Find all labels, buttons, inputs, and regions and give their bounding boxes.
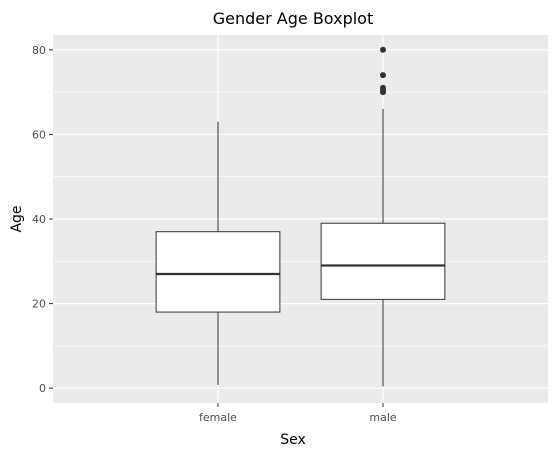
iqr-box [320, 222, 446, 300]
x-axis-title: Sex [280, 432, 306, 448]
outlier-point [380, 84, 386, 91]
y-tick-label: 40 [32, 213, 46, 226]
outlier-point [380, 46, 386, 53]
y-tick-label: 20 [32, 298, 46, 311]
y-tick-label: 60 [32, 128, 46, 141]
minor-gridlines [53, 91, 548, 347]
boxes-layer [155, 46, 446, 387]
x-axis-ticks: female male [199, 403, 397, 424]
y-axis-ticks: 0 20 40 60 80 [32, 44, 53, 395]
outlier-point [380, 72, 386, 79]
x-tick-label-female: female [199, 411, 237, 424]
y-axis-title: Age [9, 205, 25, 232]
chart-title: Gender Age Boxplot [213, 9, 373, 28]
iqr-box [155, 231, 281, 313]
y-tick-label: 80 [32, 44, 46, 57]
box-male [320, 46, 446, 387]
box-female [155, 121, 281, 386]
x-tick-label-male: male [369, 411, 397, 424]
y-tick-label: 0 [39, 382, 46, 395]
